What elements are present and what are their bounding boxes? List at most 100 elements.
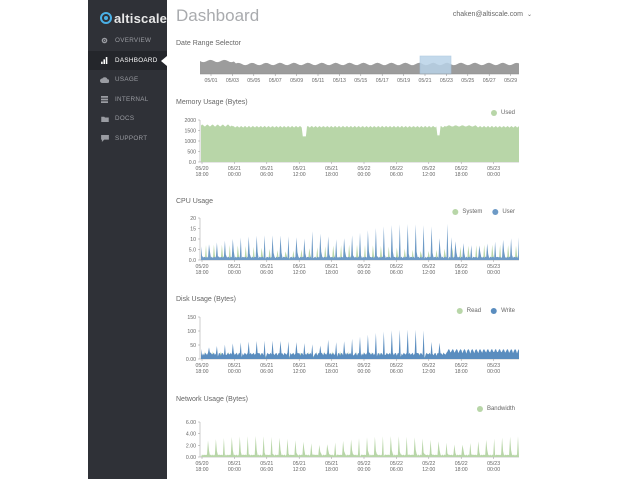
x-tick-label-date: 05/21 (260, 363, 273, 369)
gear-icon (100, 37, 109, 44)
sidebar-item-label: DOCS (115, 115, 135, 123)
range-tick-label: 05/25 (461, 78, 474, 84)
range-tick-label: 05/19 (397, 78, 410, 84)
x-tick-label-time: 18:00 (455, 270, 468, 276)
brand-logo[interactable]: altiscale (100, 10, 167, 26)
y-tick-label: 5.0 (189, 248, 196, 254)
x-tick-label-time: 18:00 (455, 369, 468, 375)
x-tick-label-date: 05/22 (422, 363, 435, 369)
range-selection-window (419, 55, 452, 75)
x-tick-label-date: 05/22 (390, 363, 403, 369)
sidebar-nav: OVERVIEW DASHBOARD USAGE INTERNAL DOCS S… (88, 31, 167, 148)
y-tick-label: 0.00 (186, 455, 196, 461)
x-tick-label-time: 06:00 (390, 467, 403, 473)
chevron-down-icon: ⌄ (526, 12, 532, 18)
y-tick-label: 6.00 (186, 420, 196, 426)
x-tick-label-time: 18:00 (196, 369, 209, 375)
y-tick-label: 2000 (184, 118, 196, 124)
folder-icon (100, 115, 109, 122)
cpu-chart-title: CPU Usage (176, 198, 213, 205)
date-range-selector[interactable]: 05/01 05/03 05/05 05/07 05/09 05/11 05/13 05/15… (167, 52, 548, 88)
disk-legend: Read Write (447, 308, 515, 314)
range-tick-label: 05/17 (376, 78, 389, 84)
sidebar-item-label: SUPPORT (115, 134, 148, 142)
range-tick-label: 05/27 (483, 78, 496, 84)
x-tick-label-time: 00:00 (358, 270, 371, 276)
y-tick-label: 1000 (184, 139, 196, 145)
cpu-legend: System User (442, 209, 515, 215)
sidebar-item-internal[interactable]: INTERNAL (88, 90, 167, 110)
x-tick-label-date: 05/22 (422, 166, 435, 172)
x-tick-label-time: 18:00 (455, 172, 468, 178)
x-tick-label-time: 00:00 (228, 172, 241, 178)
x-tick-label-time: 18:00 (196, 270, 209, 276)
x-tick-label-time: 18:00 (325, 172, 338, 178)
y-tick-label: 1500 (184, 129, 196, 135)
x-tick-label-time: 06:00 (260, 467, 273, 473)
y-tick-label: 500 (187, 150, 196, 156)
range-tick-label: 05/21 (419, 78, 432, 84)
x-tick-label-time: 18:00 (325, 467, 338, 473)
y-tick-label: 10 (190, 237, 196, 243)
system-swatch (452, 209, 459, 215)
x-tick-label-date: 05/20 (196, 264, 209, 270)
range-tick-label: 05/09 (290, 78, 303, 84)
y-tick-label: 50 (190, 343, 196, 349)
range-tick-label: 05/01 (205, 78, 218, 84)
network-usage-chart: 6.004.002.000.0005/2018:0005/2100:0005/2… (186, 420, 519, 473)
sidebar-item-label: USAGE (115, 76, 139, 84)
sidebar-item-dashboard[interactable]: DASHBOARD (88, 50, 167, 70)
sidebar-item-support[interactable]: SUPPORT (88, 129, 167, 149)
legend-label: Read (466, 308, 482, 314)
y-tick-label: 15 (190, 227, 196, 233)
sidebar-item-overview[interactable]: OVERVIEW (88, 31, 167, 51)
x-tick-label-date: 05/21 (325, 363, 338, 369)
user-menu[interactable]: chaken@altiscale.com ⌄ (453, 11, 532, 18)
chat-bubble-icon (100, 134, 109, 142)
range-tick-label: 05/29 (504, 78, 517, 84)
x-tick-label-time: 18:00 (196, 172, 209, 178)
x-tick-label-time: 06:00 (390, 172, 403, 178)
y-tick-label: 150 (187, 315, 196, 321)
y-tick-label: 100 (187, 329, 196, 335)
x-tick-label-date: 05/22 (390, 264, 403, 270)
brand-name: altiscale (114, 10, 168, 26)
y-tick-label: 20 (190, 216, 196, 222)
x-tick-label-time: 00:00 (228, 369, 241, 375)
write-swatch (491, 308, 498, 314)
sidebar-item-label: OVERVIEW (115, 37, 152, 45)
x-tick-label-time: 12:00 (293, 172, 306, 178)
legend-label: System (462, 209, 483, 215)
network-chart-title: Network Usage (Bytes) (176, 396, 248, 403)
sidebar-item-usage[interactable]: USAGE (88, 70, 167, 90)
sidebar-item-docs[interactable]: DOCS (88, 109, 167, 129)
y-tick-label: 0.0 (189, 160, 196, 166)
x-tick-label-date: 05/21 (293, 264, 306, 270)
y-tick-label: 0.0 (189, 258, 196, 264)
x-tick-label-time: 06:00 (260, 369, 273, 375)
sidebar-item-label: INTERNAL (115, 95, 149, 103)
x-tick-label-time: 12:00 (422, 369, 435, 375)
x-tick-label-time: 06:00 (260, 172, 273, 178)
disk-usage-chart: 150100500.0005/2018:0005/2100:0005/2106:… (186, 315, 519, 375)
x-tick-label-time: 12:00 (293, 270, 306, 276)
x-tick-label-time: 06:00 (260, 270, 273, 276)
x-tick-label-date: 05/22 (358, 461, 371, 467)
memory-chart-title: Memory Usage (Bytes) (176, 99, 248, 106)
x-tick-label-time: 12:00 (422, 270, 435, 276)
x-tick-label-date: 05/22 (455, 264, 468, 270)
x-tick-label-time: 00:00 (487, 172, 500, 178)
x-tick-label-date: 05/21 (228, 264, 241, 270)
bandwidth-swatch (476, 406, 483, 412)
user-series-area (201, 223, 519, 260)
disk-chart-title: Disk Usage (Bytes) (176, 296, 236, 303)
x-tick-label-date: 05/22 (390, 166, 403, 172)
x-tick-label-date: 05/23 (487, 264, 500, 270)
x-tick-label-time: 12:00 (422, 467, 435, 473)
user-swatch (492, 209, 499, 215)
main-content: Dashboard chaken@altiscale.com ⌄ Date Ra… (167, 0, 548, 479)
x-tick-label-date: 05/21 (325, 166, 338, 172)
x-tick-label-date: 05/21 (293, 461, 306, 467)
x-tick-label-date: 05/21 (228, 363, 241, 369)
x-tick-label-date: 05/23 (487, 461, 500, 467)
